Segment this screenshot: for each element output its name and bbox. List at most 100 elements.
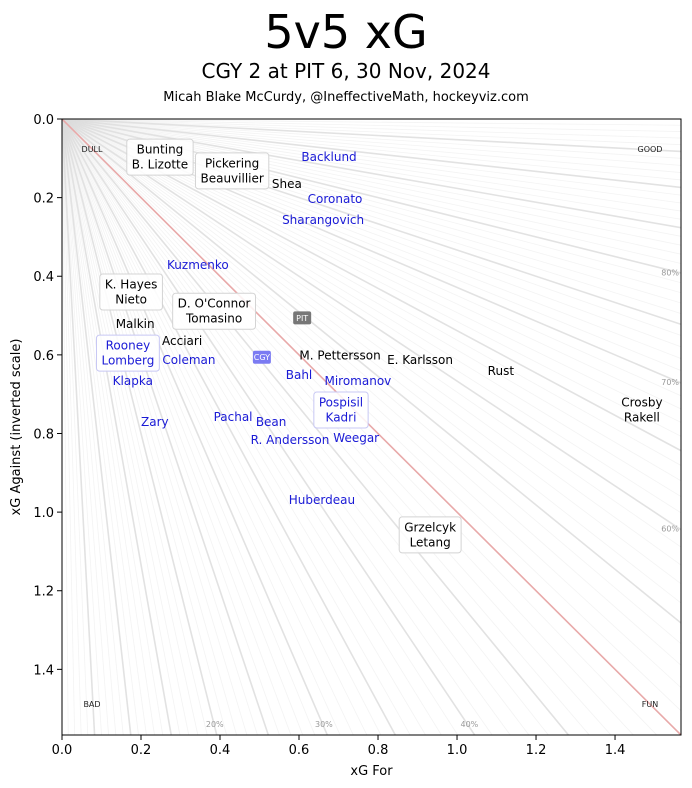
share-ray <box>62 119 397 735</box>
player-label: Coleman <box>162 353 215 367</box>
share-label: 40% <box>461 720 479 729</box>
corner-label-bad: BAD <box>83 700 100 709</box>
player-label: Pospisil <box>319 396 363 410</box>
share-ray <box>62 119 139 735</box>
corner-labels: DULL GOOD BAD FUN <box>82 145 663 709</box>
share-ray <box>62 119 634 735</box>
player-label-box <box>99 273 163 311</box>
share-ray <box>62 119 681 132</box>
player-point: Shea <box>272 177 302 191</box>
y-axis-label: xG Against (inverted scale) <box>9 339 24 516</box>
player-point: Rust <box>488 364 515 378</box>
player-point: Zary <box>141 415 169 429</box>
player-point: Weegar <box>333 431 379 445</box>
player-point: Huberdeau <box>289 493 355 507</box>
share-ray <box>62 119 681 146</box>
player-label: Rust <box>488 364 515 378</box>
share-ray <box>62 119 681 666</box>
x-axis: 0.0 0.2 0.4 0.6 0.8 1.0 1.2 1.4 <box>52 735 625 758</box>
player-label: Sharangovich <box>282 213 364 227</box>
share-ray <box>62 119 164 735</box>
share-ray <box>62 119 549 735</box>
y-tick-label: 0.4 <box>33 270 54 285</box>
y-tick-label: 0.6 <box>33 349 54 364</box>
plot-frame <box>61 118 682 736</box>
share-ray <box>62 119 681 181</box>
share-ray <box>62 119 681 196</box>
share-ray <box>62 119 155 735</box>
share-ray <box>62 119 329 735</box>
player-point: E. Karlsson <box>387 353 453 367</box>
share-ray <box>62 119 681 166</box>
x-tick-label: 0.8 <box>368 743 389 758</box>
player-point: Sharangovich <box>282 213 364 227</box>
chart-title: 5v5 xG <box>264 5 428 59</box>
player-label: Coronato <box>308 192 363 206</box>
share-ray <box>62 119 511 735</box>
player-label: Letang <box>410 535 451 549</box>
share-ray <box>62 119 208 735</box>
share-ray <box>62 119 681 514</box>
share-ray <box>62 119 612 735</box>
share-ray <box>62 119 681 482</box>
player-point: Coronato <box>308 192 363 206</box>
share-ray <box>62 119 681 712</box>
share-rays <box>62 119 681 735</box>
player-point: M. Pettersson <box>299 348 380 362</box>
share-ray <box>62 119 681 604</box>
player-label: K. Hayes <box>105 277 158 291</box>
player-point: Miromanov <box>324 374 391 388</box>
player-label: Malkin <box>116 317 155 331</box>
share-ray <box>62 119 109 735</box>
share-ray <box>62 119 227 735</box>
chart-credit: Micah Blake McCurdy, @IneffectiveMath, h… <box>163 90 529 105</box>
x-axis-label: xG For <box>350 764 393 779</box>
share-ray <box>62 119 190 735</box>
share-ray <box>62 119 493 735</box>
player-label-box <box>194 152 270 190</box>
share-ray <box>62 119 681 139</box>
y-tick-label: 0.2 <box>33 192 54 207</box>
player-label-box <box>95 334 160 372</box>
share-ray <box>62 119 76 735</box>
share-ray <box>62 119 681 189</box>
team-badge-label: PIT <box>296 314 308 323</box>
player-point: Klapka <box>113 374 153 388</box>
player-label: Miromanov <box>324 374 391 388</box>
share-ray <box>62 119 341 735</box>
even-share-line <box>62 119 681 735</box>
player-label: Crosby <box>621 395 662 409</box>
y-tick-label: 1.2 <box>33 585 54 600</box>
share-ray <box>62 119 681 126</box>
player-label: Bunting <box>137 143 184 157</box>
share-ray <box>62 119 681 585</box>
share-ray <box>62 119 124 735</box>
player-point: Malkin <box>116 317 155 331</box>
player-label: Kuzmenko <box>167 258 229 272</box>
share-label: 30% <box>315 720 333 729</box>
player-label: Pachal <box>214 410 253 424</box>
team-badge-bg <box>252 350 271 364</box>
share-ray <box>62 119 147 735</box>
share-ray <box>62 119 681 246</box>
player-label: Klapka <box>113 374 153 388</box>
share-ray <box>62 119 442 735</box>
player-label: B. Lizotte <box>132 158 188 172</box>
player-label-box <box>398 516 462 554</box>
share-ray <box>62 119 658 735</box>
share-ray <box>62 119 590 735</box>
share-ray <box>62 119 530 735</box>
share-ray <box>62 119 82 735</box>
share-ray <box>62 119 681 689</box>
player-label: D. O'Connor <box>178 297 251 311</box>
share-ray <box>62 119 117 735</box>
player-label: R. Andersson <box>251 433 330 447</box>
corner-label-dull: DULL <box>82 145 103 154</box>
player-label: Shea <box>272 177 302 191</box>
